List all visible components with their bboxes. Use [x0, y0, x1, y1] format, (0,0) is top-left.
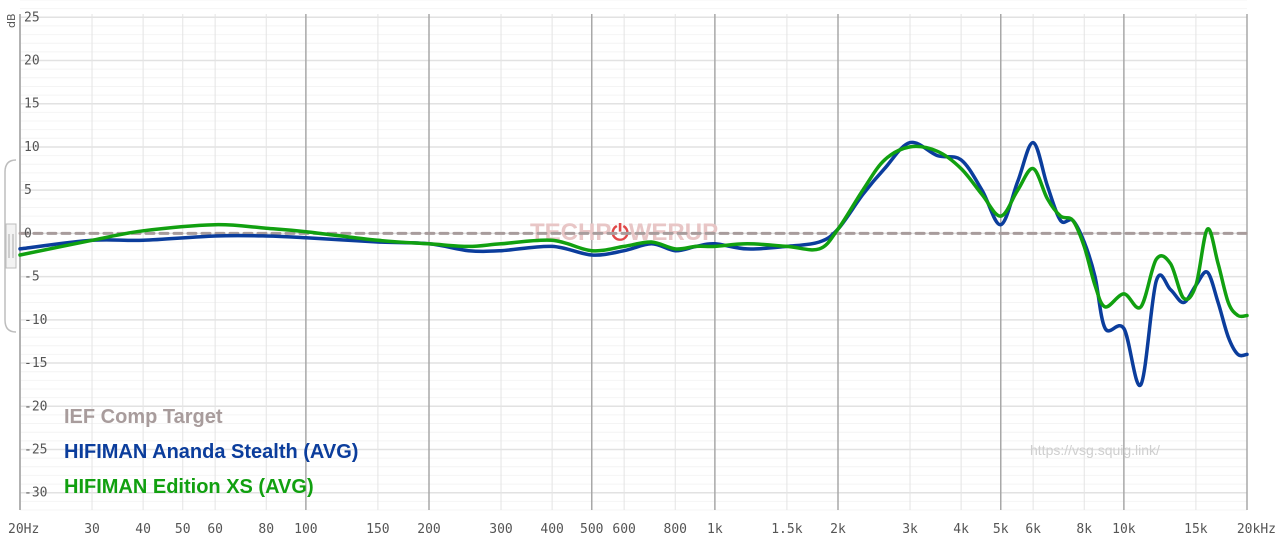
y-tick-label: -5	[24, 270, 40, 285]
x-tick-label: 4k	[953, 522, 969, 537]
x-tick-label: 6k	[1025, 522, 1041, 537]
x-tick-label: 15k	[1184, 522, 1208, 537]
y-tick-label: -20	[24, 399, 47, 414]
x-tick-label: 200	[417, 522, 440, 537]
series-line-edition-xs	[18, 144, 1249, 319]
y-tick-label: 5	[24, 183, 32, 198]
y-axis-scale-handle[interactable]	[4, 159, 17, 333]
y-tick-label: -10	[24, 313, 47, 328]
y-tick-label: 25	[24, 10, 40, 25]
x-tick-label: 20Hz	[8, 522, 39, 537]
x-tick-label: 10k	[1112, 522, 1136, 537]
y-tick-label: 0	[24, 226, 32, 241]
x-tick-label: 500	[580, 522, 603, 537]
x-tick-label: 20kHz	[1237, 522, 1276, 537]
legend-entry[interactable]: IEF Comp Target	[64, 406, 223, 428]
x-tick-label: 3k	[902, 522, 918, 537]
source-url: https://vsg.squig.link/	[1030, 442, 1160, 458]
x-tick-label: 1k	[707, 522, 723, 537]
x-tick-label: 150	[366, 522, 389, 537]
y-tick-label: -30	[24, 486, 47, 501]
series-line-ananda-stealth	[18, 140, 1249, 387]
y-tick-label: 10	[24, 140, 40, 155]
x-tick-label: 600	[612, 522, 635, 537]
x-tick-label: 30	[84, 522, 100, 537]
y-tick-label: 20	[24, 54, 40, 69]
y-tick-label: 15	[24, 97, 40, 112]
series-lines	[18, 140, 1249, 387]
x-tick-label: 300	[489, 522, 512, 537]
legend-entry[interactable]: HIFIMAN Edition XS (AVG)	[64, 476, 314, 498]
y-tick-label: -25	[24, 442, 47, 457]
x-tick-label: 800	[664, 522, 687, 537]
legend-entry[interactable]: HIFIMAN Ananda Stealth (AVG)	[64, 441, 358, 463]
x-tick-label: 8k	[1076, 522, 1092, 537]
x-tick-label: 40	[135, 522, 151, 537]
x-tick-label: 60	[207, 522, 223, 537]
x-tick-label: 1.5k	[771, 522, 802, 537]
x-tick-label: 2k	[830, 522, 846, 537]
x-tick-label: 400	[540, 522, 563, 537]
x-tick-label: 100	[294, 522, 317, 537]
grid	[19, 0, 1248, 511]
y-tick-label: -15	[24, 356, 47, 371]
legend: IEF Comp Target HIFIMAN Ananda Stealth (A…	[64, 406, 358, 498]
x-tick-label: 50	[175, 522, 191, 537]
y-axis-unit-label: dB	[5, 13, 18, 28]
x-tick-label: 5k	[993, 522, 1009, 537]
x-tick-label: 80	[258, 522, 274, 537]
